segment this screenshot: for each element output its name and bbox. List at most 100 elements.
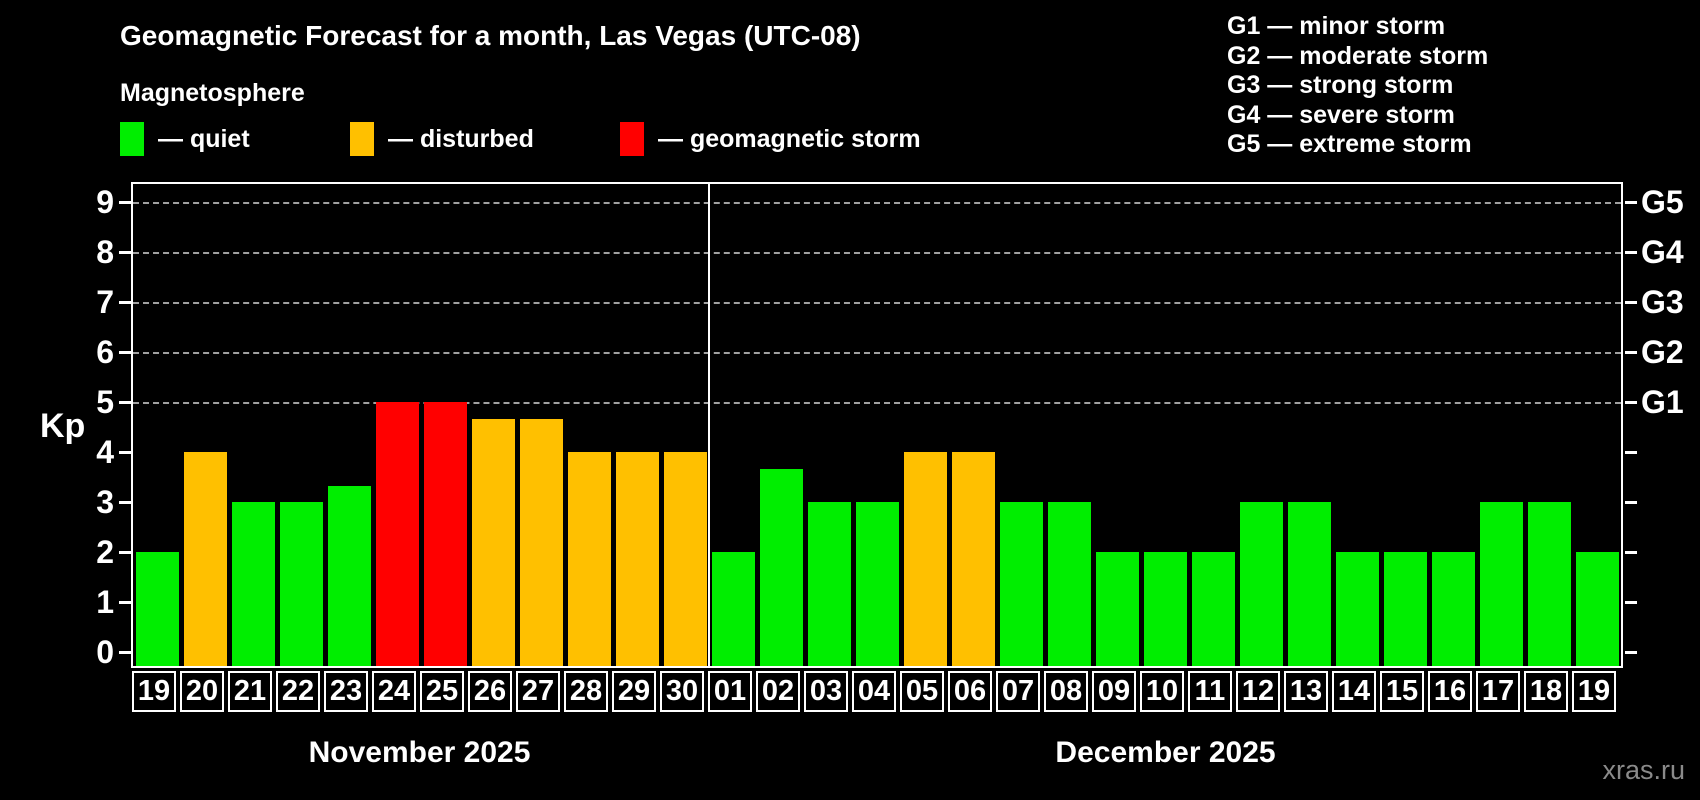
kp-bar-20	[183, 452, 227, 666]
y-axis-tick-right-1	[1625, 601, 1637, 604]
quiet-color-swatch	[120, 122, 144, 156]
y-axis-tick-left-9	[119, 201, 131, 204]
y-axis-tick-right-4	[1625, 451, 1637, 454]
kp-bar-28	[567, 452, 611, 666]
y-axis-tick-right-9	[1625, 201, 1637, 204]
date-label-cell-19: 19	[132, 671, 176, 712]
kp-bar-08	[1047, 502, 1091, 666]
y-axis-tick-left-0	[119, 651, 131, 654]
y-axis-tick-label-0: 0	[96, 634, 114, 670]
date-label-cell-06: 06	[948, 671, 992, 712]
kp-bar-07	[999, 502, 1043, 666]
kp-bar-17	[1479, 502, 1523, 666]
y-axis-tick-label-7: 7	[96, 284, 114, 320]
kp-bar-02	[759, 468, 803, 666]
kp-bar-12	[1239, 502, 1283, 666]
date-label-cell-28: 28	[564, 671, 608, 712]
quiet-label: — quiet	[158, 124, 250, 153]
y-axis-tick-left-3	[119, 501, 131, 504]
gridline-kp5	[133, 402, 1621, 404]
date-label-cell-03: 03	[804, 671, 848, 712]
y-axis-tick-left-2	[119, 551, 131, 554]
kp-bar-29	[615, 452, 659, 666]
disturbed-color-swatch	[350, 122, 374, 156]
g4-legend-line: G4 — severe storm	[1227, 100, 1455, 129]
y-axis-tick-right-5	[1625, 401, 1637, 404]
kp-bar-10	[1143, 552, 1187, 666]
kp-bar-18	[1527, 502, 1571, 666]
y-axis-tick-right-7	[1625, 301, 1637, 304]
g2-legend-line: G2 — moderate storm	[1227, 41, 1489, 70]
date-label-cell-08: 08	[1044, 671, 1088, 712]
disturbed-label: — disturbed	[388, 124, 534, 153]
date-label-cell-09: 09	[1092, 671, 1136, 712]
y-axis-tick-label-8: 8	[96, 234, 114, 270]
g1-legend-line: G1 — minor storm	[1227, 12, 1446, 40]
gridline-kp9	[133, 202, 1621, 204]
y-axis-tick-label-9: 9	[96, 184, 114, 220]
y-axis-tick-left-7	[119, 301, 131, 304]
y-axis-tick-label-3: 3	[96, 484, 114, 520]
y-axis-tick-right-8	[1625, 251, 1637, 254]
kp-bar-16	[1431, 552, 1475, 666]
y-axis-tick-label-1: 1	[96, 584, 114, 620]
date-label-cell-29: 29	[612, 671, 656, 712]
date-label-cell-26: 26	[468, 671, 512, 712]
date-label-cell-16: 16	[1428, 671, 1472, 712]
date-label-cell-14: 14	[1332, 671, 1376, 712]
y-axis-tick-label-2: 2	[96, 534, 114, 570]
y-axis-tick-left-1	[119, 601, 131, 604]
kp-bar-06	[951, 452, 995, 666]
gridline-kp7	[133, 302, 1621, 304]
kp-bar-14	[1335, 552, 1379, 666]
date-label-cell-23: 23	[324, 671, 368, 712]
month-separator-line	[708, 184, 710, 666]
storm-label: — geomagnetic storm	[658, 124, 921, 153]
kp-bar-24	[375, 402, 419, 666]
date-label-cell-27: 27	[516, 671, 560, 712]
kp-axis-label: Kp	[40, 407, 86, 445]
magnetosphere-label: Magnetosphere	[120, 79, 305, 107]
kp-bar-19	[1575, 552, 1619, 666]
date-label-cell-02: 02	[756, 671, 800, 712]
date-label-cell-19: 19	[1572, 671, 1616, 712]
y-axis-tick-right-3	[1625, 501, 1637, 504]
month-label-december: December 2025	[1055, 736, 1276, 769]
date-axis-row: 19 20 21 22 23 24 25 26 27 28 29 30 01 02 03 04 05 06 07 08…	[131, 671, 1623, 714]
date-label-cell-24: 24	[372, 671, 416, 712]
g-level-label-g1: G1	[1641, 384, 1684, 420]
kp-bar-15	[1383, 552, 1427, 666]
date-label-cell-17: 17	[1476, 671, 1520, 712]
y-axis-tick-left-5	[119, 401, 131, 404]
g-level-label-g2: G2	[1641, 334, 1684, 370]
date-label-cell-10: 10	[1140, 671, 1184, 712]
date-label-cell-07: 07	[996, 671, 1040, 712]
y-axis-tick-left-4	[119, 451, 131, 454]
date-label-cell-25: 25	[420, 671, 464, 712]
y-axis-tick-right-0	[1625, 651, 1637, 654]
kp-bar-23	[327, 485, 371, 666]
kp-bar-25	[423, 402, 467, 666]
plot-area	[131, 182, 1623, 668]
date-label-cell-18: 18	[1524, 671, 1568, 712]
g5-legend-line: G5 — extreme storm	[1227, 130, 1472, 159]
kp-bar-27	[519, 418, 563, 666]
gridline-kp6	[133, 352, 1621, 354]
g-level-label-g5: G5	[1641, 184, 1684, 220]
date-label-cell-05: 05	[900, 671, 944, 712]
kp-bar-26	[471, 418, 515, 666]
y-axis-tick-left-8	[119, 251, 131, 254]
y-axis-tick-label-4: 4	[96, 434, 114, 470]
g-level-label-g3: G3	[1641, 284, 1684, 320]
date-label-cell-20: 20	[180, 671, 224, 712]
storm-color-swatch	[620, 122, 644, 156]
date-label-cell-22: 22	[276, 671, 320, 712]
legend-item-storm: — geomagnetic storm	[620, 121, 921, 157]
legend-item-disturbed: — disturbed	[350, 121, 534, 157]
date-label-cell-30: 30	[660, 671, 704, 712]
legend-item-quiet: — quiet	[120, 121, 250, 157]
kp-bar-22	[279, 502, 323, 666]
y-axis-tick-left-6	[119, 351, 131, 354]
g3-legend-line: G3 — strong storm	[1227, 71, 1454, 100]
